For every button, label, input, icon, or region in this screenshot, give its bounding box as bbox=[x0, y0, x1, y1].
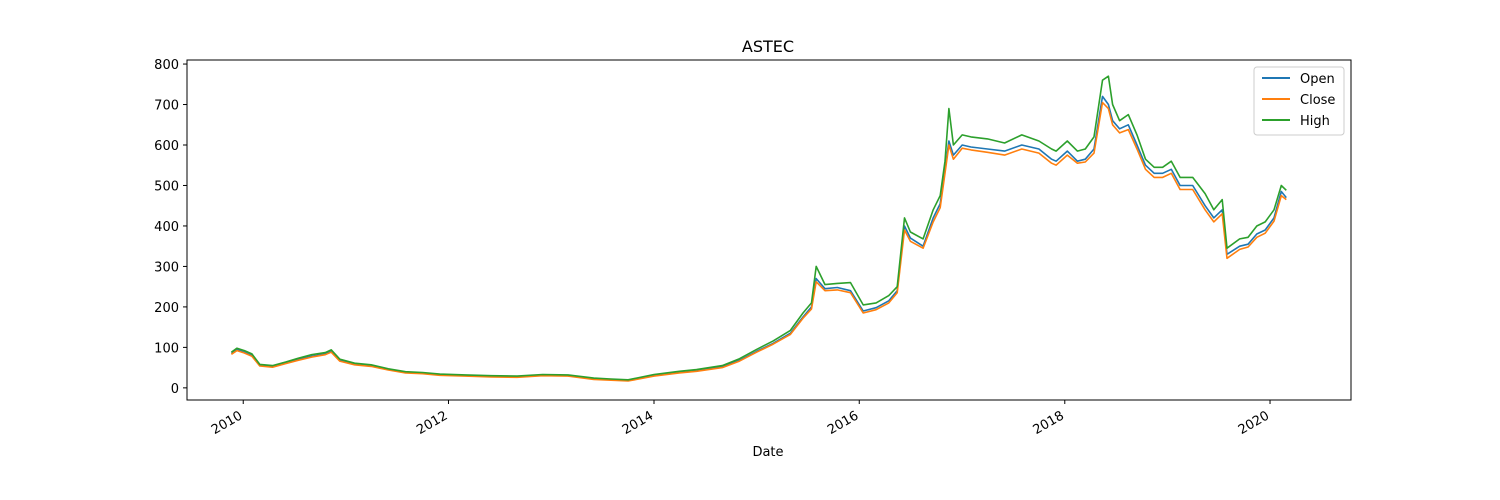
x-tick-label: 2018 bbox=[1031, 408, 1067, 438]
legend-label-high: High bbox=[1300, 114, 1330, 129]
series-line-open bbox=[230, 95, 1287, 382]
y-tick-label: 800 bbox=[154, 58, 179, 73]
y-tick-label: 0 bbox=[171, 382, 179, 397]
y-tick-label: 100 bbox=[154, 341, 179, 356]
y-axis: 0 100 200 300 400 500 600 700 800 bbox=[154, 58, 187, 397]
y-tick-label: 300 bbox=[154, 260, 179, 275]
x-tick-label: 2016 bbox=[825, 408, 861, 438]
x-tick-label: 2014 bbox=[620, 408, 656, 438]
legend-box bbox=[1253, 66, 1345, 136]
chart-title: ASTEC bbox=[742, 37, 794, 56]
x-tick-label: 2020 bbox=[1236, 408, 1272, 438]
x-tick-label: 2010 bbox=[209, 408, 245, 438]
series-line-close bbox=[230, 101, 1287, 382]
legend-label-close: Close bbox=[1300, 93, 1335, 108]
y-tick-label: 600 bbox=[154, 139, 179, 154]
x-axis-label: Date bbox=[752, 445, 783, 460]
axes-frame bbox=[186, 59, 1352, 401]
x-axis: 2010 2012 2014 2016 2018 2020 bbox=[209, 400, 1272, 438]
y-tick-label: 500 bbox=[154, 179, 179, 194]
legend-label-open: Open bbox=[1300, 72, 1335, 87]
y-tick-label: 700 bbox=[154, 99, 179, 114]
x-tick-label: 2012 bbox=[414, 408, 450, 438]
plot-area bbox=[230, 75, 1287, 382]
y-tick-label: 200 bbox=[154, 301, 179, 316]
series-line-high bbox=[230, 75, 1287, 381]
legend: Open Close High bbox=[1253, 66, 1345, 136]
y-tick-label: 400 bbox=[154, 220, 179, 235]
